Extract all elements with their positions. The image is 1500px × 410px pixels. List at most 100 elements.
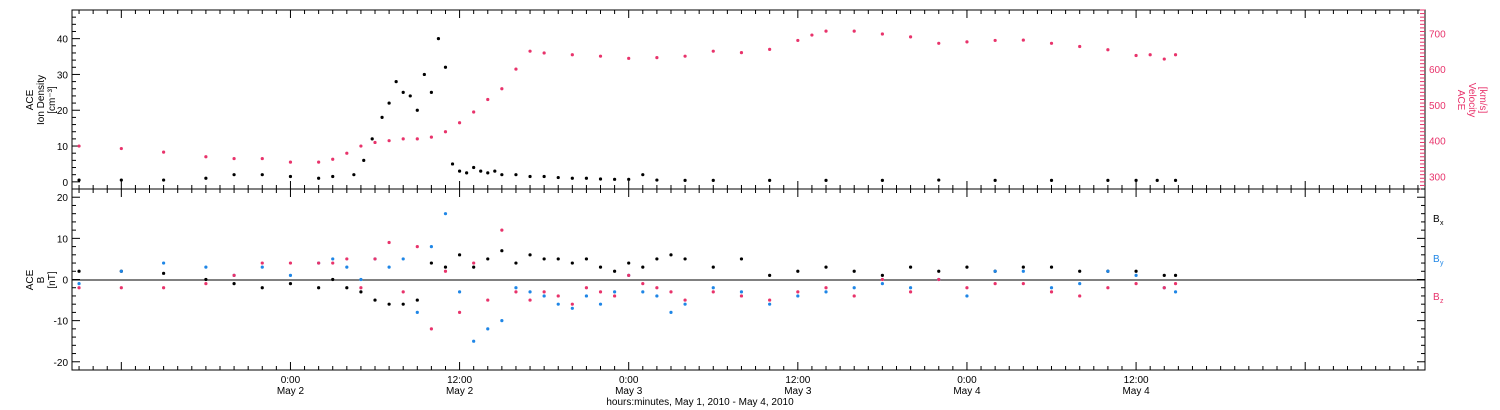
- bz-point: [232, 273, 236, 277]
- bottom-left-ytick-label: 10: [57, 234, 69, 245]
- bz-point: [993, 282, 997, 286]
- density-point: [429, 90, 433, 94]
- bz-point: [613, 294, 617, 298]
- density-point: [627, 177, 631, 181]
- bx-point: [373, 298, 377, 302]
- bx-point: [1049, 265, 1054, 269]
- by-point: [528, 290, 532, 294]
- by-point: [162, 261, 166, 265]
- bz-point: [359, 286, 363, 290]
- bx-point: [669, 253, 673, 257]
- density-point: [641, 173, 645, 177]
- x-tick-day-label: May 4: [953, 386, 981, 397]
- by-point: [345, 265, 349, 269]
- bx-point: [514, 261, 518, 265]
- density-point: [824, 178, 828, 183]
- bz-point: [1049, 290, 1054, 294]
- bx-point: [908, 265, 913, 269]
- legend-bz-subscript: z: [1440, 298, 1444, 305]
- density-point: [472, 165, 476, 170]
- velocity-point: [204, 155, 208, 159]
- bx-point: [711, 265, 715, 269]
- by-point: [1049, 286, 1054, 290]
- bx-point: [627, 261, 631, 265]
- bx-point: [598, 265, 603, 269]
- bx-point: [542, 257, 546, 261]
- bx-point: [162, 271, 166, 275]
- bz-point: [641, 282, 645, 286]
- bz-point: [288, 261, 293, 265]
- bz-point: [317, 261, 321, 265]
- x-tick-time-label: 0:00: [957, 375, 977, 386]
- velocity-point: [345, 151, 349, 155]
- density-point: [401, 90, 405, 94]
- velocity-point: [908, 35, 913, 39]
- density-point: [387, 101, 391, 105]
- top-left-ytick-label: 30: [57, 70, 69, 81]
- by-point: [401, 257, 405, 261]
- density-point: [514, 173, 518, 177]
- density-point: [542, 174, 546, 179]
- x-tick-time-label: 12:00: [785, 375, 810, 386]
- density-point: [450, 162, 455, 166]
- top-panel-frame: [71, 9, 1426, 190]
- bottom-left-ytick-label: 20: [57, 193, 69, 204]
- density-point: [436, 37, 441, 41]
- bx-point: [796, 269, 800, 273]
- velocity-point: [739, 51, 744, 55]
- density-point: [457, 169, 462, 173]
- velocity-point: [331, 157, 335, 161]
- bz-point: [528, 298, 532, 302]
- bz-point: [627, 273, 631, 277]
- velocity-point: [500, 87, 504, 91]
- by-point: [598, 302, 603, 306]
- by-point: [1021, 269, 1025, 273]
- bx-point: [345, 286, 349, 290]
- by-point: [655, 294, 659, 298]
- top-left-ytick-label: 40: [57, 35, 69, 46]
- legend-by-label: B: [1433, 254, 1440, 265]
- density-point: [993, 178, 997, 183]
- density-point: [1173, 178, 1178, 183]
- bz-point: [796, 290, 800, 294]
- density-point: [486, 171, 490, 175]
- density-point: [1049, 178, 1054, 183]
- bz-point: [683, 298, 687, 302]
- bz-point: [415, 244, 419, 249]
- x-tick-day-label: May 4: [1122, 386, 1150, 397]
- bx-point: [584, 257, 589, 261]
- bz-point: [1106, 286, 1110, 290]
- velocity-point: [359, 144, 363, 148]
- density-point: [119, 178, 123, 182]
- top-left-ylabel-1: ACE: [25, 89, 36, 110]
- by-point: [331, 257, 335, 261]
- bz-point: [598, 290, 603, 294]
- bx-point: [937, 269, 941, 273]
- velocity-point: [119, 146, 123, 151]
- by-point: [415, 310, 419, 315]
- bz-point: [542, 290, 546, 294]
- velocity-point: [542, 51, 546, 55]
- bx-point: [331, 277, 335, 282]
- density-point: [232, 173, 236, 177]
- bx-point: [204, 277, 208, 282]
- velocity-point: [443, 130, 448, 134]
- bx-point: [429, 261, 433, 265]
- velocity-point: [993, 38, 997, 43]
- bx-point: [415, 298, 419, 302]
- density-point: [288, 174, 293, 179]
- density-point: [362, 158, 366, 162]
- bz-point: [387, 240, 391, 245]
- velocity-point: [824, 29, 828, 33]
- top-left-ylabel-3: [cm⁻³]: [47, 86, 58, 114]
- by-point: [683, 302, 687, 306]
- bx-point: [528, 253, 532, 257]
- bx-point: [401, 302, 405, 306]
- by-point: [993, 269, 997, 273]
- by-point: [77, 282, 81, 286]
- bx-point: [880, 273, 884, 277]
- density-point: [260, 173, 264, 177]
- top-right-ytick-label: 500: [1429, 101, 1446, 112]
- density-point: [711, 178, 715, 183]
